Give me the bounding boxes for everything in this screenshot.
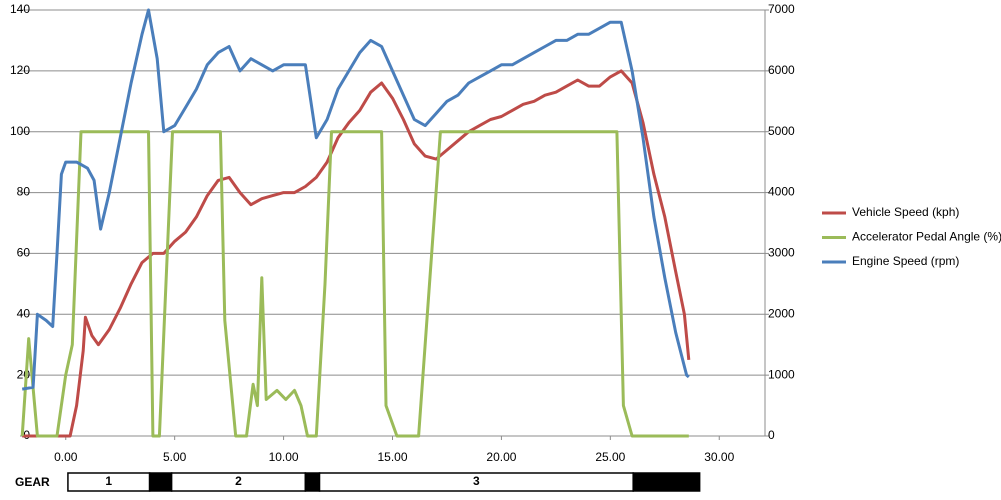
y-tick-label: 20	[17, 367, 31, 381]
x-tick-label: 0.00	[54, 450, 78, 464]
legend-label: Engine Speed (rpm)	[852, 254, 959, 268]
gear-number: 3	[473, 474, 480, 488]
y2-tick-label: 2000	[768, 306, 795, 320]
y-tick-label: 120	[10, 63, 30, 77]
x-tick-label: 30.00	[704, 450, 734, 464]
y2-tick-label: 6000	[768, 63, 795, 77]
y2-tick-label: 1000	[768, 367, 795, 381]
series-line	[20, 130, 689, 438]
y2-tick-label: 0	[768, 428, 775, 442]
gear-segment	[304, 472, 321, 492]
x-tick-label: 25.00	[595, 450, 625, 464]
y-tick-label: 80	[17, 185, 31, 199]
x-tick-label: 10.00	[269, 450, 299, 464]
series-line	[22, 69, 691, 438]
gear-segment	[632, 472, 701, 492]
legend-label: Accelerator Pedal Angle (%)	[852, 230, 1001, 244]
y-tick-label: 60	[17, 246, 31, 260]
series-line	[21, 8, 690, 391]
y2-tick-label: 3000	[768, 246, 795, 260]
gear-segment	[148, 472, 173, 492]
legend-label: Vehicle Speed (kph)	[852, 205, 959, 219]
gear-number: 1	[105, 474, 112, 488]
x-tick-label: 20.00	[486, 450, 516, 464]
gear-number: 2	[235, 474, 242, 488]
y-tick-label: 100	[10, 124, 30, 138]
y-tick-label: 140	[10, 2, 30, 16]
x-tick-label: 5.00	[163, 450, 187, 464]
y-tick-label: 40	[17, 306, 31, 320]
y2-tick-label: 7000	[768, 2, 795, 16]
y2-tick-label: 4000	[768, 185, 795, 199]
gear-label: GEAR	[15, 475, 50, 489]
x-tick-label: 15.00	[377, 450, 407, 464]
y2-tick-label: 5000	[768, 124, 795, 138]
